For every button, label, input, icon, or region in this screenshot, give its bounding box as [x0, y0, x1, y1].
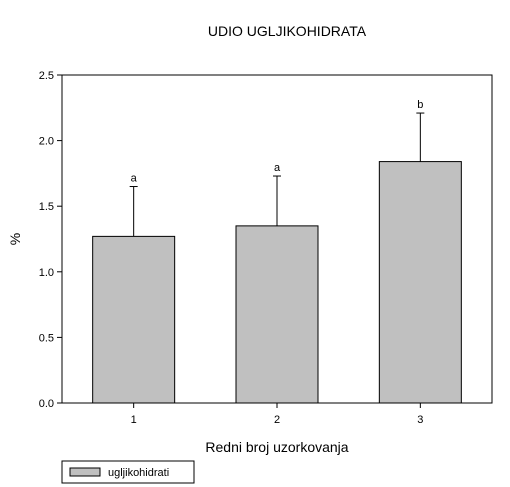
- x-tick-label: 1: [131, 414, 137, 426]
- significance-labels: a a b: [131, 99, 424, 184]
- chart-title: UDIO UGLJIKOHIDRATA: [208, 23, 367, 39]
- y-tick-label: 1.0: [39, 267, 54, 279]
- x-tick-label: 2: [274, 414, 280, 426]
- bar-2: [235, 225, 319, 404]
- legend-label: ugljikohidrati: [108, 467, 169, 479]
- x-tick-label: 3: [417, 414, 423, 426]
- y-axis-ticks: 0.0 0.5 1.0 1.5 2.0 2.5: [39, 70, 62, 410]
- significance-label-2: a: [274, 162, 281, 174]
- error-bars: [129, 112, 425, 237]
- y-tick-label: 2.5: [39, 70, 54, 82]
- legend: ugljikohidrati: [61, 460, 195, 484]
- y-tick-label: 2.0: [39, 136, 54, 148]
- x-axis-ticks: 1 2 3: [131, 403, 423, 426]
- significance-label-1: a: [131, 173, 138, 185]
- significance-label-3: b: [417, 99, 423, 111]
- bar-1: [92, 235, 176, 404]
- y-tick-label: 0.5: [39, 332, 54, 344]
- legend-swatch: [69, 467, 101, 477]
- y-axis-label: %: [7, 233, 23, 245]
- x-axis-label: Redni broj uzorkovanja: [205, 439, 348, 455]
- bars: [92, 161, 462, 404]
- bar-3: [378, 161, 462, 404]
- y-tick-label: 0.0: [39, 398, 54, 410]
- plot-frame: [61, 74, 493, 404]
- legend-frame: [61, 460, 195, 484]
- y-tick-label: 1.5: [39, 201, 54, 213]
